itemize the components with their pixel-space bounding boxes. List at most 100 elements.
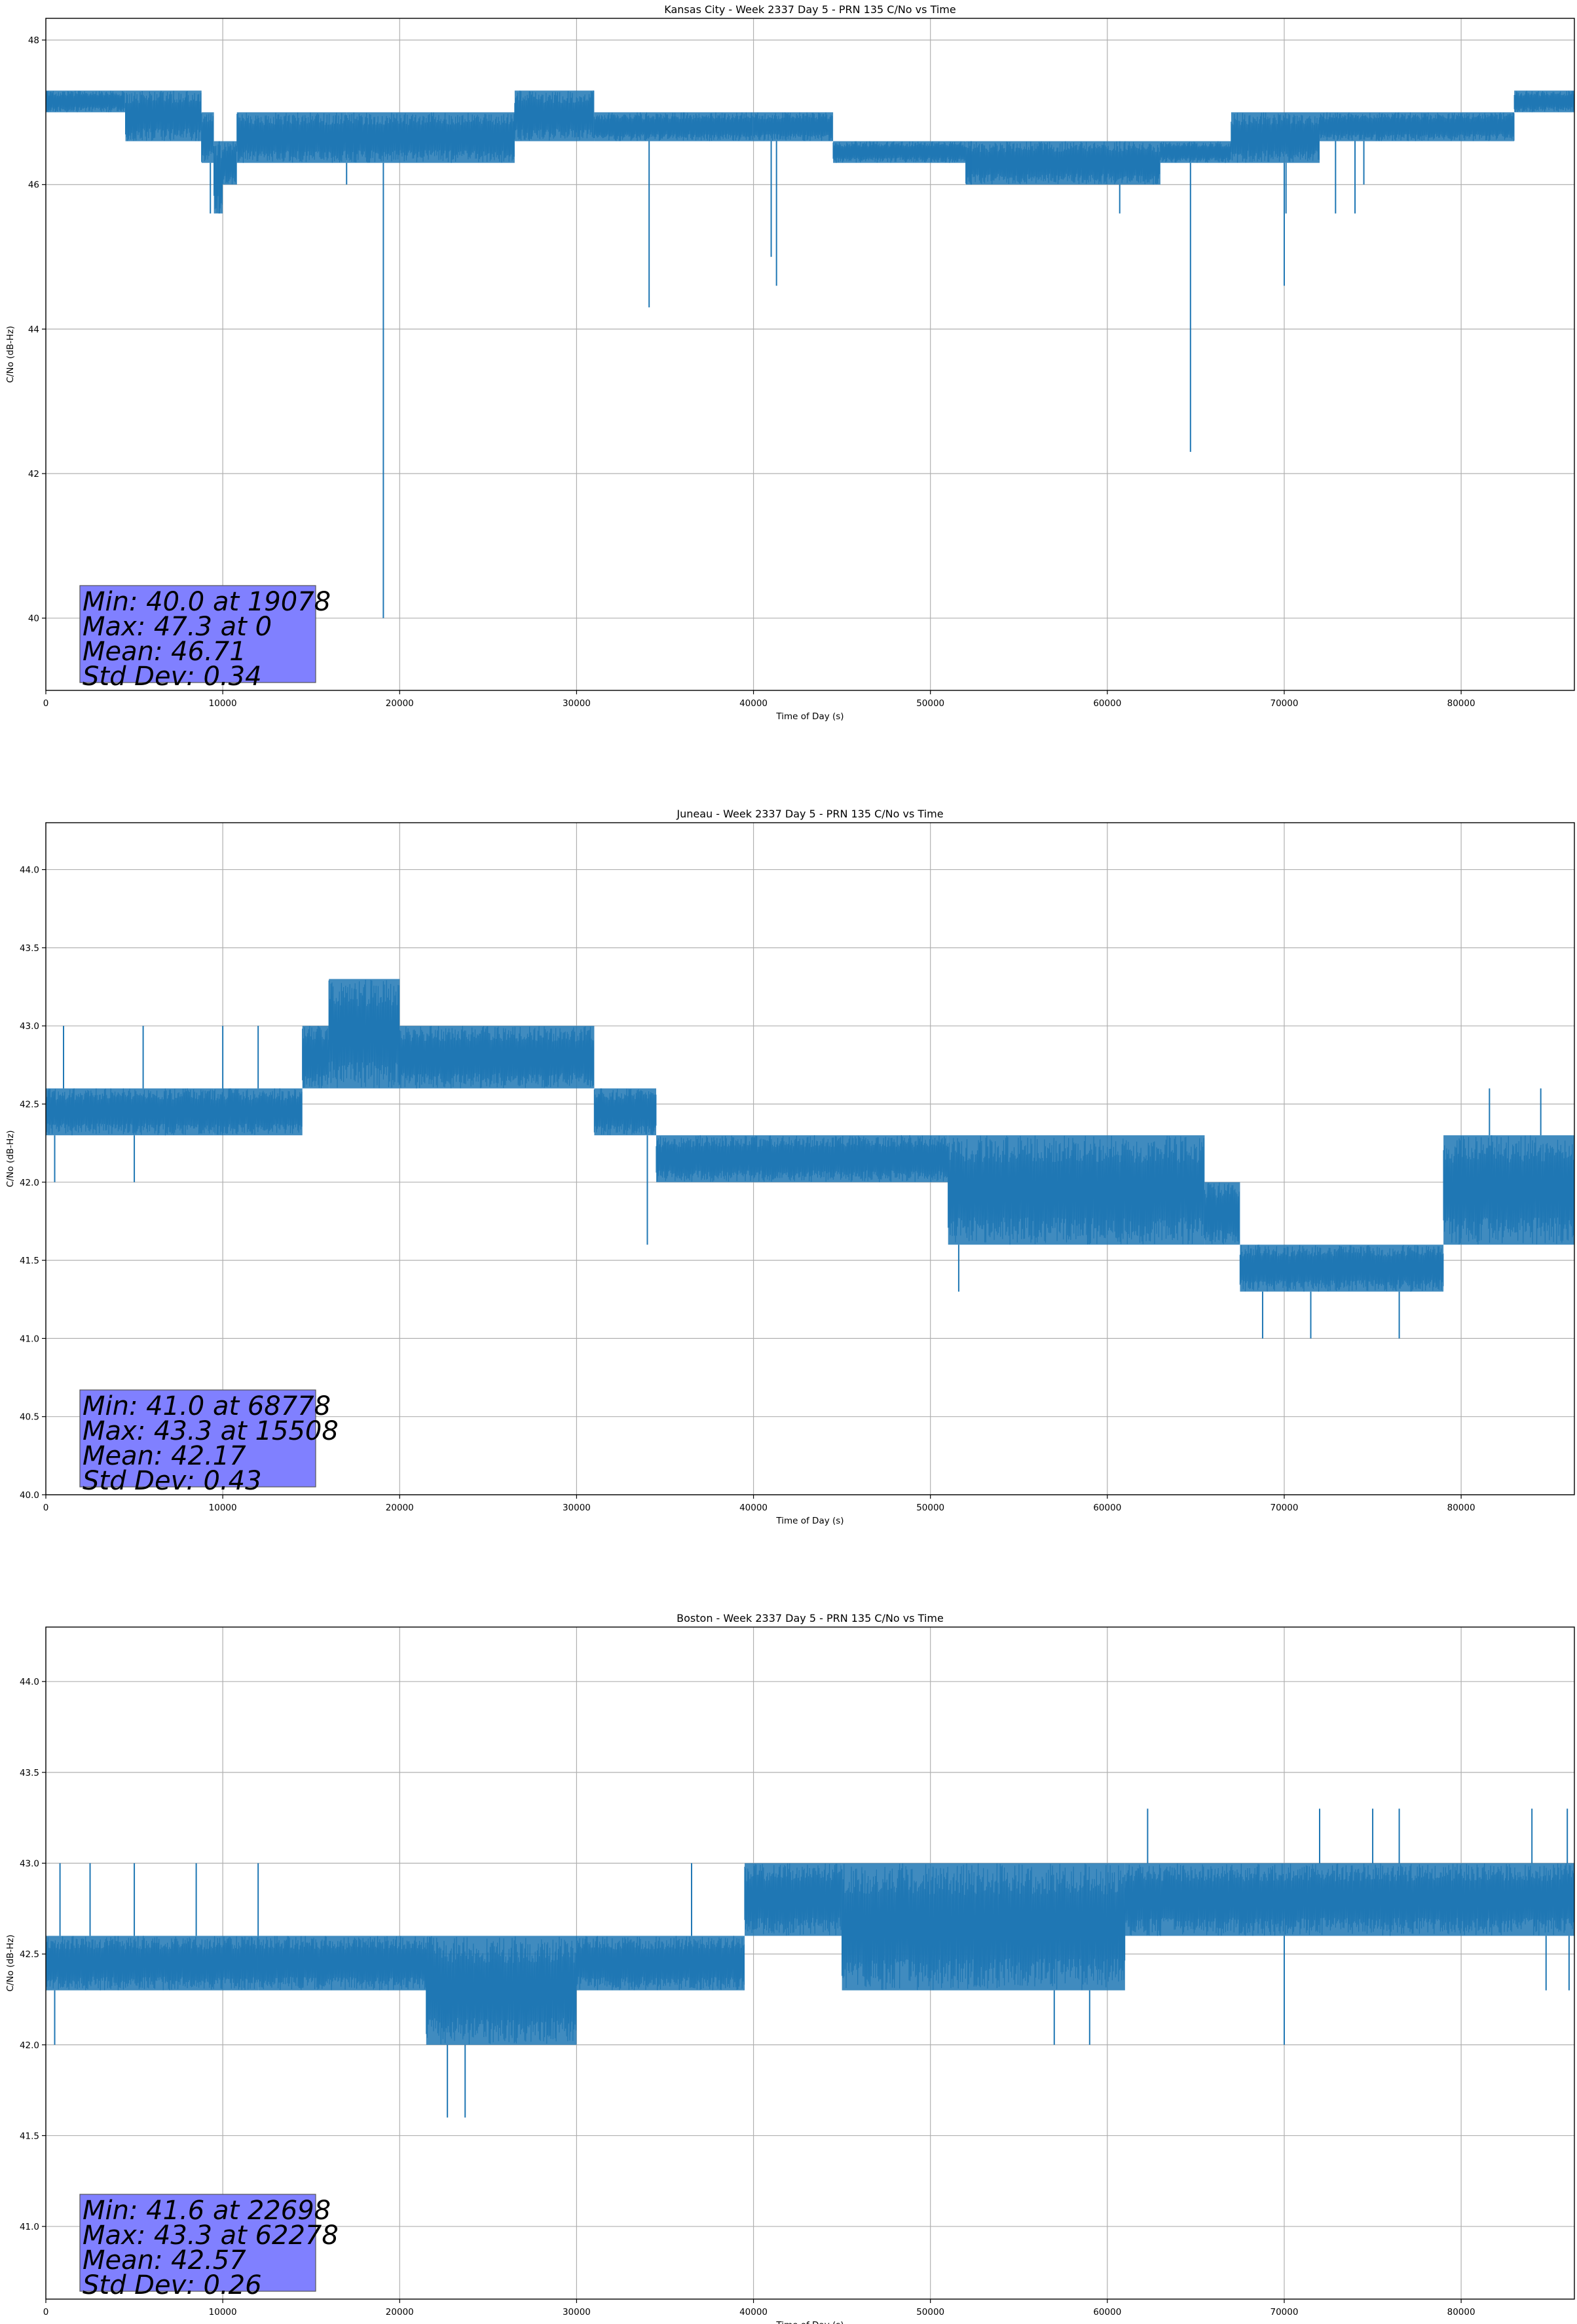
stats-line: Mean: 42.57 bbox=[83, 2245, 246, 2276]
y-tick-label: 42.0 bbox=[20, 1178, 39, 1188]
x-axis-label: Time of Day (s) bbox=[775, 711, 844, 722]
stats-line: Min: 41.6 at 22698 bbox=[83, 2196, 331, 2226]
data-trace bbox=[399, 1026, 594, 1089]
x-tick-label: 10000 bbox=[209, 2307, 237, 2317]
stats-box bbox=[79, 585, 316, 683]
chart-title: Kansas City - Week 2337 Day 5 - PRN 135 … bbox=[664, 3, 955, 16]
stats-line: Mean: 42.17 bbox=[83, 1441, 246, 1471]
axes-frame bbox=[45, 822, 1575, 1495]
data-trace bbox=[46, 1936, 258, 1991]
x-tick-label: 40000 bbox=[739, 698, 768, 709]
y-tick-label: 42.5 bbox=[20, 1099, 39, 1110]
y-tick-label: 46 bbox=[28, 180, 39, 191]
x-tick-label: 50000 bbox=[916, 1503, 944, 1513]
plot-area bbox=[46, 1809, 1574, 2118]
data-trace bbox=[1231, 112, 1320, 163]
data-trace bbox=[965, 141, 1160, 185]
plot-area bbox=[46, 979, 1574, 1339]
stats-line: Max: 47.3 at 0 bbox=[83, 612, 272, 642]
y-tick-label: 44 bbox=[28, 324, 39, 335]
stats-line: Max: 43.3 at 15508 bbox=[83, 1416, 339, 1446]
y-tick-label: 42 bbox=[28, 469, 39, 479]
chart-panel: 0 10000 20000 30000 40000 50000 60000 70000 8000… bbox=[5, 808, 1575, 1526]
data-trace bbox=[593, 112, 753, 141]
stats-line: Min: 40.0 at 19078 bbox=[83, 587, 331, 617]
y-tick-label: 42.5 bbox=[20, 1949, 39, 1960]
data-trace bbox=[328, 979, 399, 1089]
y-tick-label: 40 bbox=[28, 614, 39, 624]
stats-line: Mean: 46.71 bbox=[83, 637, 246, 667]
chart-panel: 0 10000 20000 30000 40000 50000 60000 70000 8000… bbox=[5, 1612, 1575, 2324]
x-tick-label: 20000 bbox=[386, 698, 414, 709]
stats-line: Max: 43.3 at 62278 bbox=[83, 2221, 339, 2251]
x-tick-label: 70000 bbox=[1270, 698, 1298, 709]
y-axis-label: C/No (dB-Hz) bbox=[5, 1130, 16, 1187]
x-tick-label: 10000 bbox=[209, 1503, 237, 1513]
x-tick-label: 50000 bbox=[916, 698, 944, 709]
y-tick-label: 41.5 bbox=[20, 2131, 39, 2141]
data-trace bbox=[593, 1088, 657, 1135]
x-tick-label: 40000 bbox=[739, 1503, 768, 1513]
stats-line: Std Dev: 0.43 bbox=[83, 1466, 262, 1496]
y-axis-label: C/No (dB-Hz) bbox=[5, 326, 16, 383]
y-tick-label: 41.0 bbox=[20, 1334, 39, 1344]
x-tick-label: 0 bbox=[43, 1503, 49, 1513]
data-trace bbox=[948, 1135, 1204, 1245]
y-tick-label: 40.5 bbox=[20, 1412, 39, 1423]
data-trace bbox=[346, 112, 515, 163]
x-tick-label: 30000 bbox=[563, 1503, 591, 1513]
data-trace bbox=[1124, 1863, 1574, 1936]
data-trace bbox=[656, 1135, 948, 1182]
x-tick-label: 0 bbox=[43, 2307, 49, 2317]
y-tick-label: 41.5 bbox=[20, 1256, 39, 1266]
x-tick-label: 80000 bbox=[1447, 2307, 1475, 2317]
data-trace bbox=[125, 90, 202, 141]
axes-frame bbox=[45, 1626, 1575, 2300]
data-trace bbox=[842, 1863, 1126, 1991]
data-trace bbox=[46, 1088, 214, 1136]
data-trace bbox=[213, 1088, 303, 1135]
data-trace bbox=[236, 112, 346, 163]
x-tick-label: 30000 bbox=[563, 2307, 591, 2317]
plot-area bbox=[46, 90, 1574, 618]
x-tick-label: 50000 bbox=[916, 2307, 944, 2317]
chart-title: Boston - Week 2337 Day 5 - PRN 135 C/No … bbox=[677, 1612, 944, 1624]
y-tick-label: 44.0 bbox=[20, 1677, 39, 1687]
data-trace bbox=[222, 141, 237, 185]
data-trace bbox=[832, 141, 966, 163]
y-tick-label: 40.0 bbox=[20, 1490, 39, 1501]
x-tick-label: 60000 bbox=[1093, 2307, 1121, 2317]
stats-box bbox=[79, 1389, 316, 1488]
data-trace bbox=[753, 112, 833, 141]
data-trace bbox=[1443, 1135, 1574, 1245]
x-tick-label: 40000 bbox=[739, 2307, 768, 2317]
y-tick-label: 41.0 bbox=[20, 2222, 39, 2232]
data-trace bbox=[257, 1936, 426, 1991]
data-trace bbox=[302, 1026, 329, 1089]
stats-line: Std Dev: 0.34 bbox=[83, 662, 262, 692]
data-trace bbox=[514, 90, 594, 141]
stats-box bbox=[79, 2194, 316, 2292]
data-trace bbox=[46, 90, 125, 113]
axes-frame bbox=[45, 18, 1575, 691]
data-trace bbox=[1390, 112, 1515, 141]
data-trace bbox=[1513, 90, 1574, 113]
data-trace bbox=[201, 113, 213, 162]
y-tick-label: 43.5 bbox=[20, 943, 39, 954]
stats-line: Min: 41.0 at 68778 bbox=[83, 1391, 331, 1421]
y-tick-label: 42.0 bbox=[20, 2040, 39, 2051]
chart-panel: 0 10000 20000 30000 40000 50000 60000 70000 8000… bbox=[5, 3, 1575, 722]
x-axis-label: Time of Day (s) bbox=[775, 2320, 844, 2324]
x-tick-label: 70000 bbox=[1270, 2307, 1298, 2317]
x-tick-label: 60000 bbox=[1093, 1503, 1121, 1513]
x-axis-label: Time of Day (s) bbox=[775, 1516, 844, 1526]
y-tick-label: 43.5 bbox=[20, 1768, 39, 1778]
x-tick-label: 80000 bbox=[1447, 1503, 1475, 1513]
x-tick-label: 60000 bbox=[1093, 698, 1121, 709]
data-trace bbox=[1319, 112, 1390, 141]
x-tick-label: 80000 bbox=[1447, 698, 1475, 709]
x-tick-label: 10000 bbox=[209, 698, 237, 709]
x-tick-label: 30000 bbox=[563, 698, 591, 709]
y-tick-label: 48 bbox=[28, 35, 39, 46]
